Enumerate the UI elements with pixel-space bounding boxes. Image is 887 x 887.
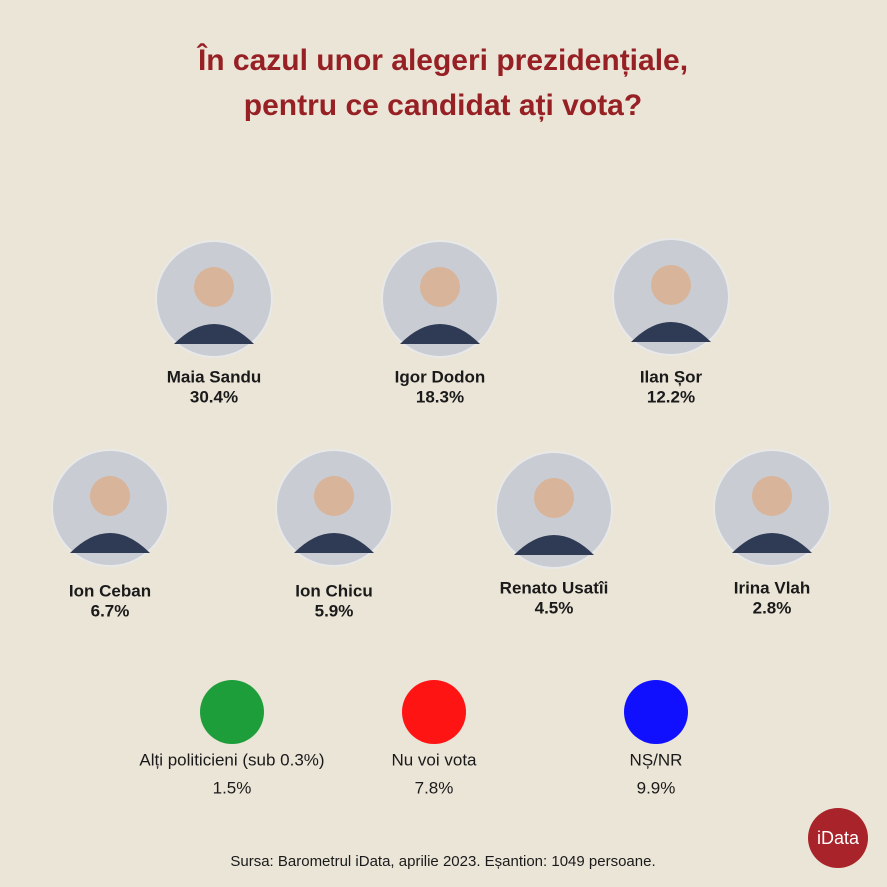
candidate-percent: 2.8% (753, 598, 792, 617)
other-name: NȘ/NR (630, 750, 683, 769)
candidate-name: Igor Dodon (395, 367, 486, 386)
other-percent: 1.5% (213, 778, 252, 797)
other-percent: 7.8% (415, 778, 454, 797)
color-dot (624, 680, 688, 744)
candidate-name: Ilan Șor (640, 367, 703, 386)
photo-body (514, 535, 594, 555)
candidate-name: Renato Usatîi (500, 578, 609, 597)
photo-body (732, 533, 812, 553)
logo-circle (808, 808, 868, 868)
photo-head (752, 476, 792, 516)
candidate-percent: 6.7% (91, 601, 130, 620)
candidate-percent: 12.2% (647, 387, 695, 406)
candidate-percent: 30.4% (190, 387, 238, 406)
title-line: În cazul unor alegeri prezidențiale, (196, 43, 688, 77)
photo-head (194, 267, 234, 307)
candidate-name: Ion Chicu (295, 581, 372, 600)
photo-head (90, 476, 130, 516)
photo-body (631, 322, 711, 342)
other-name: Nu voi vota (391, 750, 477, 769)
photo-head (534, 478, 574, 518)
candidate-name: Ion Ceban (69, 581, 151, 600)
color-dot (402, 680, 466, 744)
title-line: pentru ce candidat ați vota? (244, 89, 642, 122)
other-name: Alți politicieni (sub 0.3%) (139, 750, 324, 769)
photo-head (651, 265, 691, 305)
source: Sursa: Barometrul iData, aprilie 2023. E… (230, 853, 655, 870)
logo: iData (817, 828, 860, 848)
photo-body (400, 324, 480, 344)
candidate-percent: 5.9% (315, 601, 354, 620)
photo-head (420, 267, 460, 307)
candidate-percent: 4.5% (535, 598, 574, 617)
color-dot (200, 680, 264, 744)
photo-head (314, 476, 354, 516)
photo-body (174, 324, 254, 344)
other-percent: 9.9% (637, 778, 676, 797)
photo-body (294, 533, 374, 553)
candidate-percent: 18.3% (416, 387, 464, 406)
candidate-name: Irina Vlah (734, 578, 811, 597)
photo-body (70, 533, 150, 553)
candidate-name: Maia Sandu (167, 367, 261, 386)
